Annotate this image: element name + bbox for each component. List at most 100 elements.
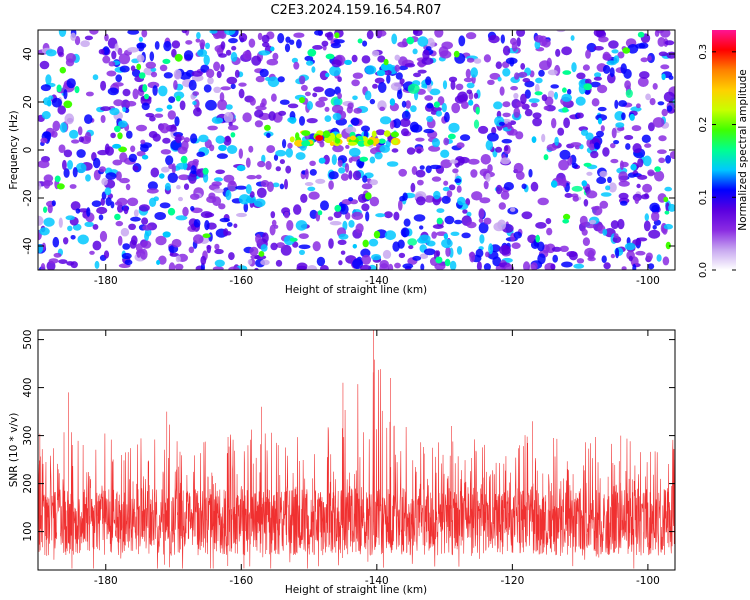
heatmap-cell <box>352 95 358 101</box>
heatmap-cell <box>369 179 379 186</box>
heatmap-cell <box>504 145 509 152</box>
heatmap-cell <box>384 211 393 219</box>
heatmap-cell <box>583 199 589 207</box>
heatmap-cell <box>333 211 342 219</box>
heatmap-cell <box>160 149 172 155</box>
heatmap-cell <box>637 174 648 180</box>
heatmap-cell <box>344 163 350 173</box>
heatmap-cell <box>413 72 421 78</box>
heatmap-cell <box>171 163 176 174</box>
heatmap-cell <box>628 255 633 262</box>
heatmap-cell <box>556 30 566 33</box>
heatmap-cell <box>664 210 670 215</box>
heatmap-cell <box>563 213 571 220</box>
heatmap-cell <box>444 258 451 267</box>
heatmap-cell <box>166 104 173 110</box>
heatmap-peak-cell <box>350 135 357 141</box>
heatmap-cell <box>59 122 68 133</box>
heatmap-cell <box>371 130 377 138</box>
heatmap-cell <box>357 193 368 203</box>
heatmap-cell <box>114 201 123 206</box>
x-tick-label: -120 <box>500 575 524 587</box>
heatmap-cell <box>231 45 237 51</box>
heatmap-cell <box>248 38 256 48</box>
heatmap-cell <box>456 185 462 193</box>
heatmap-cell <box>571 62 577 73</box>
heatmap-cell <box>654 170 665 182</box>
heatmap-cell <box>332 112 342 121</box>
heatmap-cell <box>101 177 108 186</box>
heatmap-cell <box>328 238 334 249</box>
heatmap-cell <box>147 181 158 191</box>
heatmap-cell <box>442 80 448 90</box>
heatmap-cell <box>301 130 311 136</box>
heatmap-cell <box>176 185 181 190</box>
heatmap-cell <box>535 222 547 229</box>
heatmap-cell <box>489 72 501 80</box>
heatmap-cell <box>338 260 343 266</box>
heatmap-cell <box>128 153 138 163</box>
heatmap-cell <box>324 115 332 122</box>
heatmap-cell <box>295 152 306 160</box>
heatmap-cell <box>456 142 465 149</box>
heatmap-cell <box>377 82 387 93</box>
heatmap-cell <box>352 244 357 249</box>
heatmap-cell <box>615 122 625 128</box>
heatmap-cell <box>545 218 552 225</box>
heatmap-cell <box>401 110 411 121</box>
heatmap-cell <box>442 186 450 192</box>
heatmap-cell <box>516 30 526 37</box>
heatmap-cell <box>426 37 435 49</box>
heatmap-cell <box>468 99 474 106</box>
heatmap-cell <box>324 106 330 112</box>
heatmap-cell <box>228 266 240 270</box>
heatmap-cell <box>622 47 631 54</box>
heatmap-cell <box>400 227 410 238</box>
heatmap-cell <box>188 79 197 91</box>
heatmap-cell <box>390 82 402 91</box>
heatmap-cell <box>175 215 188 221</box>
heatmap-cell <box>59 66 66 74</box>
x-tick-label: -120 <box>500 275 524 287</box>
heatmap-cell <box>119 177 130 184</box>
heatmap-cell <box>557 127 565 136</box>
heatmap-cell <box>141 102 150 111</box>
heatmap-cell <box>593 30 606 38</box>
heatmap-cell <box>293 61 300 70</box>
heatmap-cell <box>480 154 491 165</box>
heatmap-cell <box>624 242 636 251</box>
heatmap-cell <box>40 137 48 144</box>
heatmap-y-axis-label: Frequency (Hz) <box>8 110 20 189</box>
heatmap-cell <box>40 84 52 92</box>
heatmap-cell <box>479 234 485 244</box>
heatmap-cell <box>67 160 73 170</box>
heatmap-cell <box>145 61 156 69</box>
heatmap-cell <box>206 244 211 254</box>
heatmap-cell <box>225 189 232 201</box>
heatmap-cell <box>576 258 585 264</box>
heatmap-cell <box>450 80 456 90</box>
heatmap-cell <box>140 139 146 145</box>
heatmap-cell <box>357 140 366 147</box>
heatmap-cell <box>62 159 67 171</box>
snr-x-ticks: -180 -160 -140 -120 -100 <box>94 330 660 587</box>
heatmap-cell <box>150 71 158 78</box>
heatmap-cell <box>399 195 406 202</box>
heatmap-cell <box>493 101 503 110</box>
heatmap-cell <box>214 259 225 267</box>
heatmap-cell <box>85 174 91 182</box>
heatmap-cell <box>306 101 313 110</box>
heatmap-cell <box>434 263 446 270</box>
heatmap-cell <box>265 77 271 81</box>
heatmap-cell <box>365 211 370 222</box>
heatmap-cell <box>45 49 57 57</box>
heatmap-cell <box>362 40 368 47</box>
heatmap-cell <box>203 84 212 93</box>
heatmap-cell <box>399 118 411 127</box>
heatmap-cell <box>225 49 232 56</box>
heatmap-cell <box>238 82 247 87</box>
heatmap-cell <box>141 217 149 225</box>
heatmap-cell <box>167 110 176 120</box>
heatmap-cell <box>265 160 272 170</box>
heatmap-cell <box>501 138 513 144</box>
